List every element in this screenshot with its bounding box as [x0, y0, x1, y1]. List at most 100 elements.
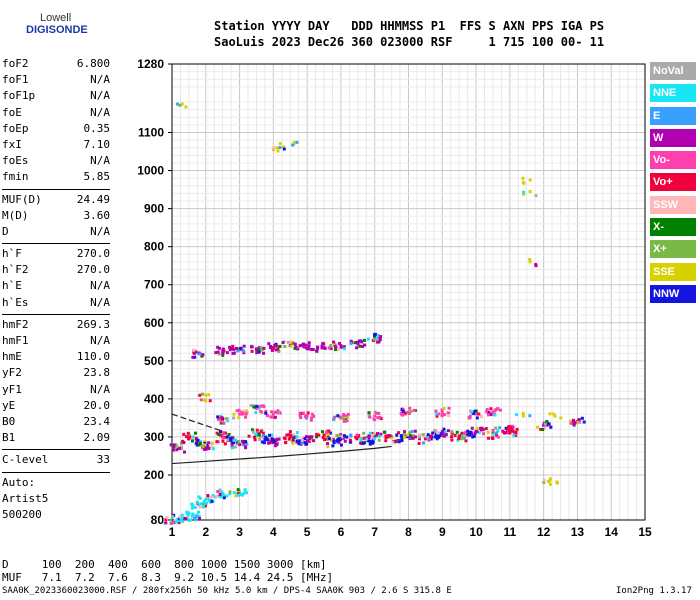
- echo-point: [221, 348, 225, 352]
- echo-point: [542, 480, 546, 484]
- echo-point: [192, 516, 196, 520]
- echo-point: [348, 440, 352, 444]
- echo-point: [267, 441, 271, 445]
- echo-point: [253, 438, 257, 442]
- echo-point: [295, 435, 299, 439]
- echo-point: [231, 344, 235, 348]
- echo-point: [191, 512, 195, 516]
- echo-point: [311, 347, 315, 351]
- echo-point: [367, 434, 371, 438]
- echo-point: [198, 505, 202, 509]
- echo-point: [268, 437, 272, 441]
- echo-point: [185, 517, 189, 521]
- echo-point: [190, 502, 194, 506]
- param-row: D N/A: [2, 224, 110, 240]
- echo-point: [307, 344, 311, 348]
- echo-point: [539, 427, 543, 431]
- echo-point: [521, 176, 525, 180]
- echo-point: [534, 194, 538, 198]
- echo-point: [304, 346, 308, 350]
- echo-point: [528, 189, 532, 193]
- echo-point: [372, 432, 376, 436]
- echo-point: [265, 414, 269, 418]
- echo-point: [552, 412, 556, 416]
- echo-point: [202, 499, 206, 503]
- echo-point: [515, 427, 519, 431]
- header-line-1: Station YYYY DAY DDD HHMMSS P1 FFS S AXN…: [214, 19, 605, 33]
- echo-point: [193, 431, 197, 435]
- echo-point: [367, 436, 371, 440]
- echo-point: [384, 439, 388, 443]
- echo-point: [377, 411, 381, 415]
- echo-point: [465, 434, 469, 438]
- echo-point: [440, 408, 444, 412]
- echo-point: [202, 447, 206, 451]
- echo-point: [344, 418, 348, 422]
- echo-point: [353, 341, 357, 345]
- echo-point: [510, 424, 514, 428]
- echo-point: [333, 343, 337, 347]
- echo-point: [310, 416, 314, 420]
- footer-muf-row: MUF 7.1 7.2 7.6 8.3 9.2 10.5 14.4 24.5 […: [2, 571, 334, 584]
- echo-point: [278, 344, 282, 348]
- y-tick-label: 300: [144, 430, 164, 444]
- echo-point: [400, 437, 404, 441]
- echo-point: [400, 439, 404, 443]
- param-row: foF1 N/A: [2, 72, 110, 88]
- echo-point: [368, 431, 372, 435]
- echo-point: [328, 431, 332, 435]
- echo-point: [338, 434, 342, 438]
- param-row: foEp 0.35: [2, 121, 110, 137]
- echo-point: [450, 438, 454, 442]
- echo-point: [521, 180, 525, 184]
- y-tick-label: 500: [144, 354, 164, 368]
- echo-point: [250, 349, 254, 353]
- echo-point: [218, 417, 222, 421]
- echo-point: [391, 440, 395, 444]
- echo-point: [199, 398, 203, 402]
- param-row: fmin 5.85: [2, 169, 110, 185]
- echo-point: [255, 431, 259, 435]
- echo-point: [275, 442, 279, 446]
- echo-point: [450, 435, 454, 439]
- echo-point: [222, 496, 226, 500]
- echo-point: [462, 436, 466, 440]
- echo-point: [339, 345, 343, 349]
- echo-point: [376, 432, 380, 436]
- echo-point: [238, 412, 242, 416]
- echo-point: [203, 504, 207, 508]
- echo-point: [216, 350, 220, 354]
- echo-point: [423, 437, 427, 441]
- param-row: h`Es N/A: [2, 295, 110, 311]
- echo-point: [460, 437, 464, 441]
- echo-point: [204, 393, 208, 397]
- param-separator: [2, 243, 110, 245]
- param-label: hmF2: [2, 317, 29, 331]
- header-line-2: SaoLuis 2023 Dec26 360 023000 RSF 1 715 …: [214, 35, 605, 49]
- echo-point: [202, 502, 206, 506]
- echo-point: [278, 146, 282, 150]
- param-separator: [2, 313, 110, 315]
- echo-point: [371, 440, 375, 444]
- echo-point: [366, 439, 370, 443]
- echo-point: [408, 406, 412, 410]
- echo-point: [491, 410, 495, 414]
- echo-point: [264, 411, 268, 415]
- echo-point: [272, 439, 276, 443]
- echo-point: [463, 431, 467, 435]
- echo-point: [514, 413, 518, 417]
- echo-point: [261, 431, 265, 435]
- param-value: N/A: [90, 295, 110, 309]
- legend-item: Vo+: [650, 173, 696, 192]
- echo-point: [172, 443, 176, 447]
- x-tick-label: 5: [304, 525, 311, 539]
- echo-point: [321, 436, 325, 440]
- echo-point: [580, 416, 584, 420]
- echo-point: [348, 438, 352, 442]
- echo-point: [413, 435, 417, 439]
- echo-point: [355, 437, 359, 441]
- echo-point: [260, 440, 264, 444]
- echo-point: [379, 335, 383, 339]
- ionogram-chart: 1 2 3 4 5 6 7 8 9 10 11 12 13 14 158020030040050060070…: [137, 57, 652, 539]
- echo-point: [504, 426, 508, 430]
